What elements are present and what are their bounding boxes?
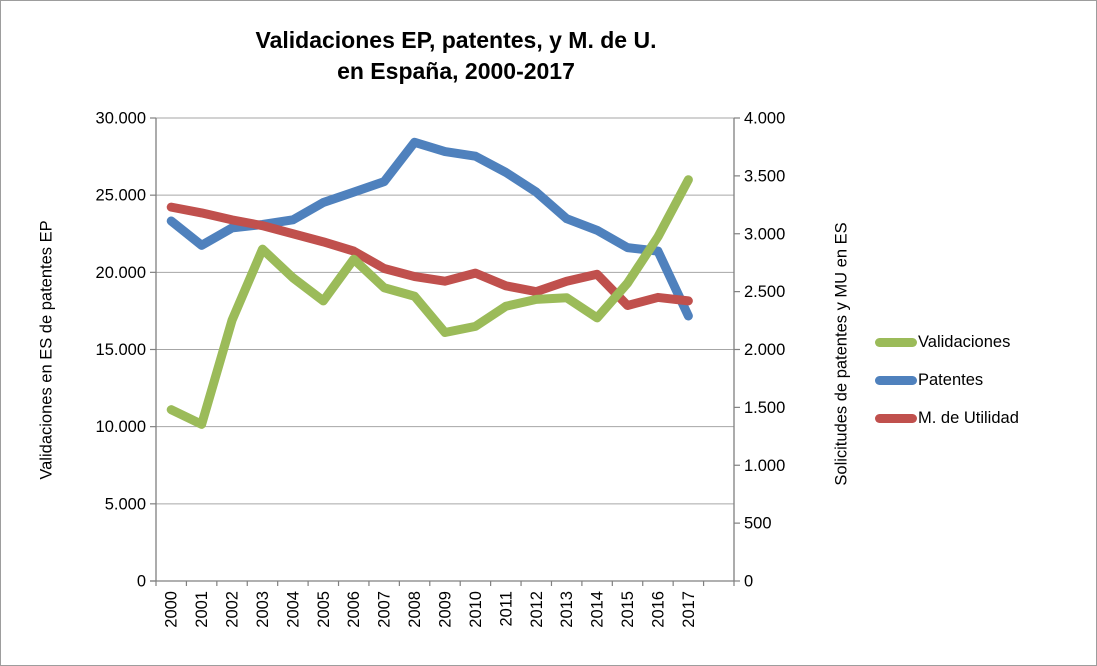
legend-marker-patentes (875, 375, 917, 385)
chart-title-line1: Validaciones EP, patentes, y M. de U. (255, 27, 657, 53)
legend-label-m-de-utilidad: M. de Utilidad (918, 408, 1019, 427)
left-axis-tick-label: 15.000 (96, 341, 146, 359)
left-axis-title: Validaciones en ES de patentes EP (37, 220, 56, 480)
legend-marker-m-de-utilidad (875, 413, 917, 423)
legend-label-validaciones: Validaciones (918, 332, 1011, 351)
left-axis-tick-label: 20.000 (96, 264, 146, 282)
x-axis-label: 2009 (437, 591, 455, 628)
series-validaciones-line (166, 175, 693, 429)
x-axis-label: 2002 (224, 591, 242, 628)
x-axis-label: 2014 (589, 591, 607, 628)
right-axis-tick-label: 3.500 (744, 167, 785, 185)
legend-label-patentes: Patentes (918, 370, 984, 389)
right-axis-tick-label: 0 (744, 573, 753, 591)
right-axis-tick-label: 2.500 (744, 283, 785, 301)
legend-item-validaciones: Validaciones (875, 323, 1019, 361)
series-m-de-utilidad-line (166, 202, 693, 311)
right-axis-tick-label: 2.000 (744, 341, 785, 359)
chart-title-line2: en España, 2000-2017 (337, 58, 575, 84)
x-axis-label: 2017 (680, 591, 698, 628)
left-axis-tick-label: 30.000 (96, 110, 146, 128)
right-axis-tick-label: 500 (744, 515, 772, 533)
right-axis-tick-label: 1.500 (744, 399, 785, 417)
x-axis-label: 2016 (649, 591, 667, 628)
right-axis-tick-label: 3.000 (744, 225, 785, 243)
x-axis-label: 2013 (558, 591, 576, 628)
x-axis-label: 2005 (315, 591, 333, 628)
x-axis-label: 2015 (619, 591, 637, 628)
x-axis-label: 2001 (193, 591, 211, 628)
x-axis-label: 2000 (163, 591, 181, 628)
x-axis-label: 2004 (284, 591, 302, 628)
right-axis-tick-label: 4.000 (744, 110, 785, 128)
x-axis-label: 2003 (254, 591, 272, 628)
legend-marker-validaciones (875, 337, 917, 347)
left-axis-tick-label: 5.000 (105, 495, 146, 513)
x-axis-label: 2010 (467, 591, 485, 628)
legend-item-m-de-utilidad: M. de Utilidad (875, 399, 1019, 437)
right-axis-title: Solicitudes de patentes y MU en ES (832, 222, 851, 486)
x-axis-label: 2011 (497, 591, 515, 626)
legend-item-patentes: Patentes (875, 361, 1019, 399)
left-axis-tick-label: 10.000 (96, 418, 146, 436)
x-axis-label: 2008 (406, 591, 424, 628)
x-axis-label: 2012 (528, 591, 546, 628)
left-axis-tick-label: 0 (137, 573, 146, 591)
legend: Validaciones Patentes M. de Utilidad (875, 323, 1019, 437)
right-axis-tick-label: 1.000 (744, 457, 785, 475)
chart-title: Validaciones EP, patentes, y M. de U. en… (156, 25, 756, 87)
x-axis-label: 2006 (345, 591, 363, 628)
x-axis-label: 2007 (376, 591, 394, 628)
left-axis-tick-label: 25.000 (96, 187, 146, 205)
